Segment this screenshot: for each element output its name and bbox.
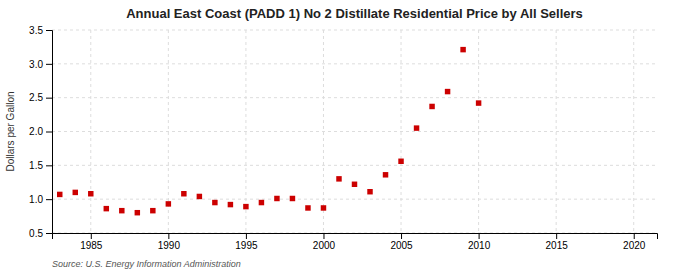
x-tick: 2015 bbox=[546, 233, 569, 251]
point bbox=[212, 200, 217, 205]
grid-line-y bbox=[52, 131, 657, 132]
x-tick-label: 1995 bbox=[235, 240, 258, 251]
point bbox=[352, 182, 357, 187]
point bbox=[290, 196, 295, 201]
y-tick-mark bbox=[46, 199, 52, 200]
y-tick-mark bbox=[46, 233, 52, 234]
y-tick: 2.0 bbox=[29, 126, 52, 137]
y-tick-label: 3.5 bbox=[29, 25, 43, 36]
points bbox=[57, 47, 481, 216]
y-tick-mark bbox=[46, 165, 52, 166]
point bbox=[228, 202, 233, 207]
x-tick-mark bbox=[634, 233, 635, 239]
point bbox=[460, 47, 465, 52]
point bbox=[445, 89, 450, 94]
point bbox=[181, 191, 186, 196]
y-tick-label: 2.0 bbox=[29, 126, 43, 137]
x-tick-mark bbox=[556, 233, 557, 239]
y-axis: 0.5 1.0 1.5 2.0 2.5 3.0 3.5 bbox=[29, 25, 52, 239]
point bbox=[367, 189, 372, 194]
title: Annual East Coast (PADD 1) No 2 Distilla… bbox=[126, 6, 583, 21]
point bbox=[104, 206, 109, 211]
x-tick-mark bbox=[168, 233, 169, 239]
y-tick-label: 2.5 bbox=[29, 92, 43, 103]
y-tick-mark bbox=[46, 64, 52, 65]
point bbox=[305, 205, 310, 210]
y-tick: 1.5 bbox=[29, 160, 52, 171]
plot: 1985 1990 1995 2000 2005 2010 2015 2020 0.5 1.0 1.… bbox=[29, 25, 657, 251]
y-tick-mark bbox=[46, 30, 52, 31]
point bbox=[398, 159, 403, 164]
grid-line-y bbox=[52, 97, 657, 98]
x-axis: 1985 1990 1995 2000 2005 2010 2015 2020 bbox=[53, 233, 658, 251]
x-tick-label: 2010 bbox=[468, 240, 491, 251]
x-axis-line bbox=[53, 234, 658, 240]
x-tick-mark bbox=[323, 233, 324, 239]
y-tick-label: 1.5 bbox=[29, 160, 43, 171]
x-tick: 1985 bbox=[80, 233, 103, 251]
y-tick: 1.0 bbox=[29, 194, 52, 205]
point bbox=[429, 104, 434, 109]
point bbox=[150, 208, 155, 213]
point bbox=[57, 192, 62, 197]
point bbox=[166, 201, 171, 206]
x-tick-mark bbox=[479, 233, 480, 239]
point bbox=[414, 125, 419, 130]
point bbox=[73, 190, 78, 195]
point bbox=[119, 208, 124, 213]
x-tick-mark bbox=[246, 233, 247, 239]
x-tick-label: 2000 bbox=[313, 240, 336, 251]
x-tick-label: 1990 bbox=[158, 240, 181, 251]
chart: 1985 1990 1995 2000 2005 2010 2015 2020 0.5 1.0 1.… bbox=[0, 0, 675, 275]
point bbox=[135, 210, 140, 215]
x-tick-mark bbox=[91, 233, 92, 239]
x-tick: 2010 bbox=[468, 233, 491, 251]
grid-line-y bbox=[52, 199, 657, 200]
x-tick: 1995 bbox=[235, 233, 258, 251]
grid-line-y bbox=[52, 63, 657, 64]
x-tick: 2000 bbox=[313, 233, 336, 251]
x-tick-label: 2005 bbox=[390, 240, 413, 251]
point bbox=[88, 191, 93, 196]
point bbox=[197, 194, 202, 199]
grid-line-y bbox=[52, 165, 657, 166]
x-tick-label: 2015 bbox=[546, 240, 569, 251]
point bbox=[321, 205, 326, 210]
grid-line-y bbox=[52, 30, 657, 31]
y-tick-label: 1.0 bbox=[29, 194, 43, 205]
y-tick-mark bbox=[46, 98, 52, 99]
y-tick-label: 0.5 bbox=[29, 228, 43, 239]
grid bbox=[52, 30, 657, 233]
x-tick-mark bbox=[401, 233, 402, 239]
point bbox=[259, 200, 264, 205]
y-tick: 3.5 bbox=[29, 25, 52, 36]
x-tick-label: 1985 bbox=[80, 240, 103, 251]
x-tick: 1990 bbox=[158, 233, 181, 251]
y-tick: 0.5 bbox=[29, 228, 52, 239]
y-tick-mark bbox=[46, 132, 52, 133]
point bbox=[383, 172, 388, 177]
point bbox=[476, 100, 481, 105]
y-tick-label: 3.0 bbox=[29, 59, 43, 70]
y-tick: 2.5 bbox=[29, 92, 52, 103]
x-tick: 2005 bbox=[390, 233, 413, 251]
x-tick-label: 2020 bbox=[623, 240, 646, 251]
point bbox=[336, 176, 341, 181]
y-axis-label: Dollars per Gallon bbox=[5, 91, 16, 171]
point bbox=[243, 204, 248, 209]
x-tick: 2020 bbox=[623, 233, 646, 251]
y-axis-line bbox=[46, 31, 53, 234]
y-tick: 3.0 bbox=[29, 59, 52, 70]
source: Source: U.S. Energy Information Administ… bbox=[52, 259, 241, 269]
point bbox=[274, 196, 279, 201]
